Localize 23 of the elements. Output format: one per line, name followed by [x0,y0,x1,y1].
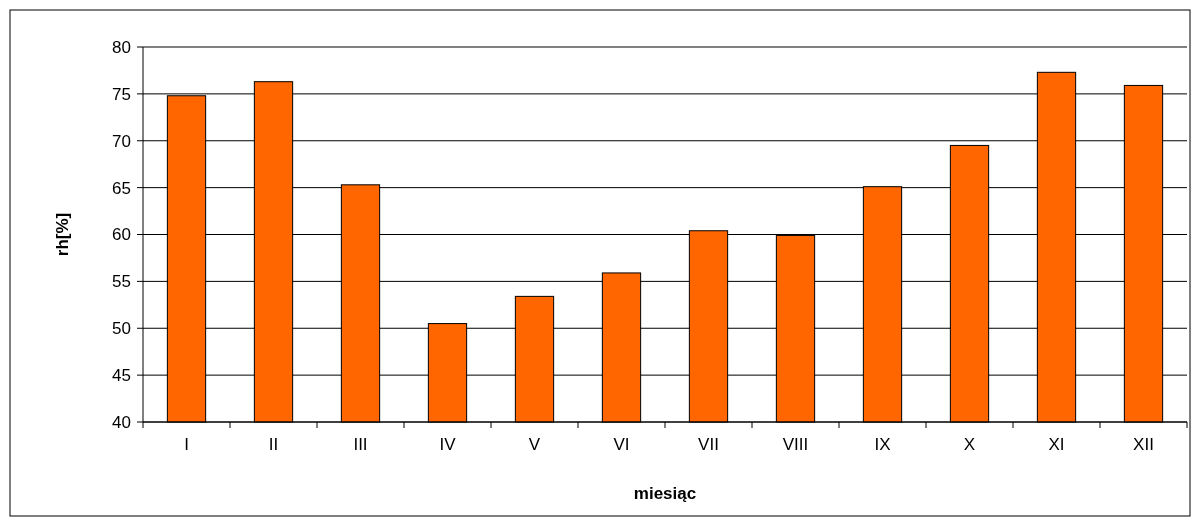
y-tick-label: 75 [112,84,131,104]
x-tick-label: IV [439,435,457,454]
x-axis-title: miesiąc [633,484,697,503]
y-tick-label: 55 [112,272,131,292]
y-tick-label: 70 [112,131,131,151]
x-tick-label: VII [698,435,719,454]
x-tick-label: VIII [782,435,809,454]
x-tick-label: I [184,435,189,454]
y-tick-label: 80 [112,37,131,57]
x-tick-label: V [528,435,541,454]
x-tick-label: X [963,435,976,454]
x-tick-label: IX [874,435,891,454]
y-axis-title: rh[%] [53,212,72,257]
y-tick-label: 50 [112,319,131,339]
y-tick-label: 65 [112,178,131,198]
x-tick-label: III [353,435,368,454]
y-tick-label: 45 [112,366,131,386]
x-tick-label: VI [613,435,630,454]
x-tick-label: II [268,435,279,454]
x-tick-label: XII [1133,435,1154,454]
x-tick-label: XI [1048,435,1065,454]
y-tick-label: 60 [112,225,131,245]
y-tick-label: 40 [112,412,131,432]
